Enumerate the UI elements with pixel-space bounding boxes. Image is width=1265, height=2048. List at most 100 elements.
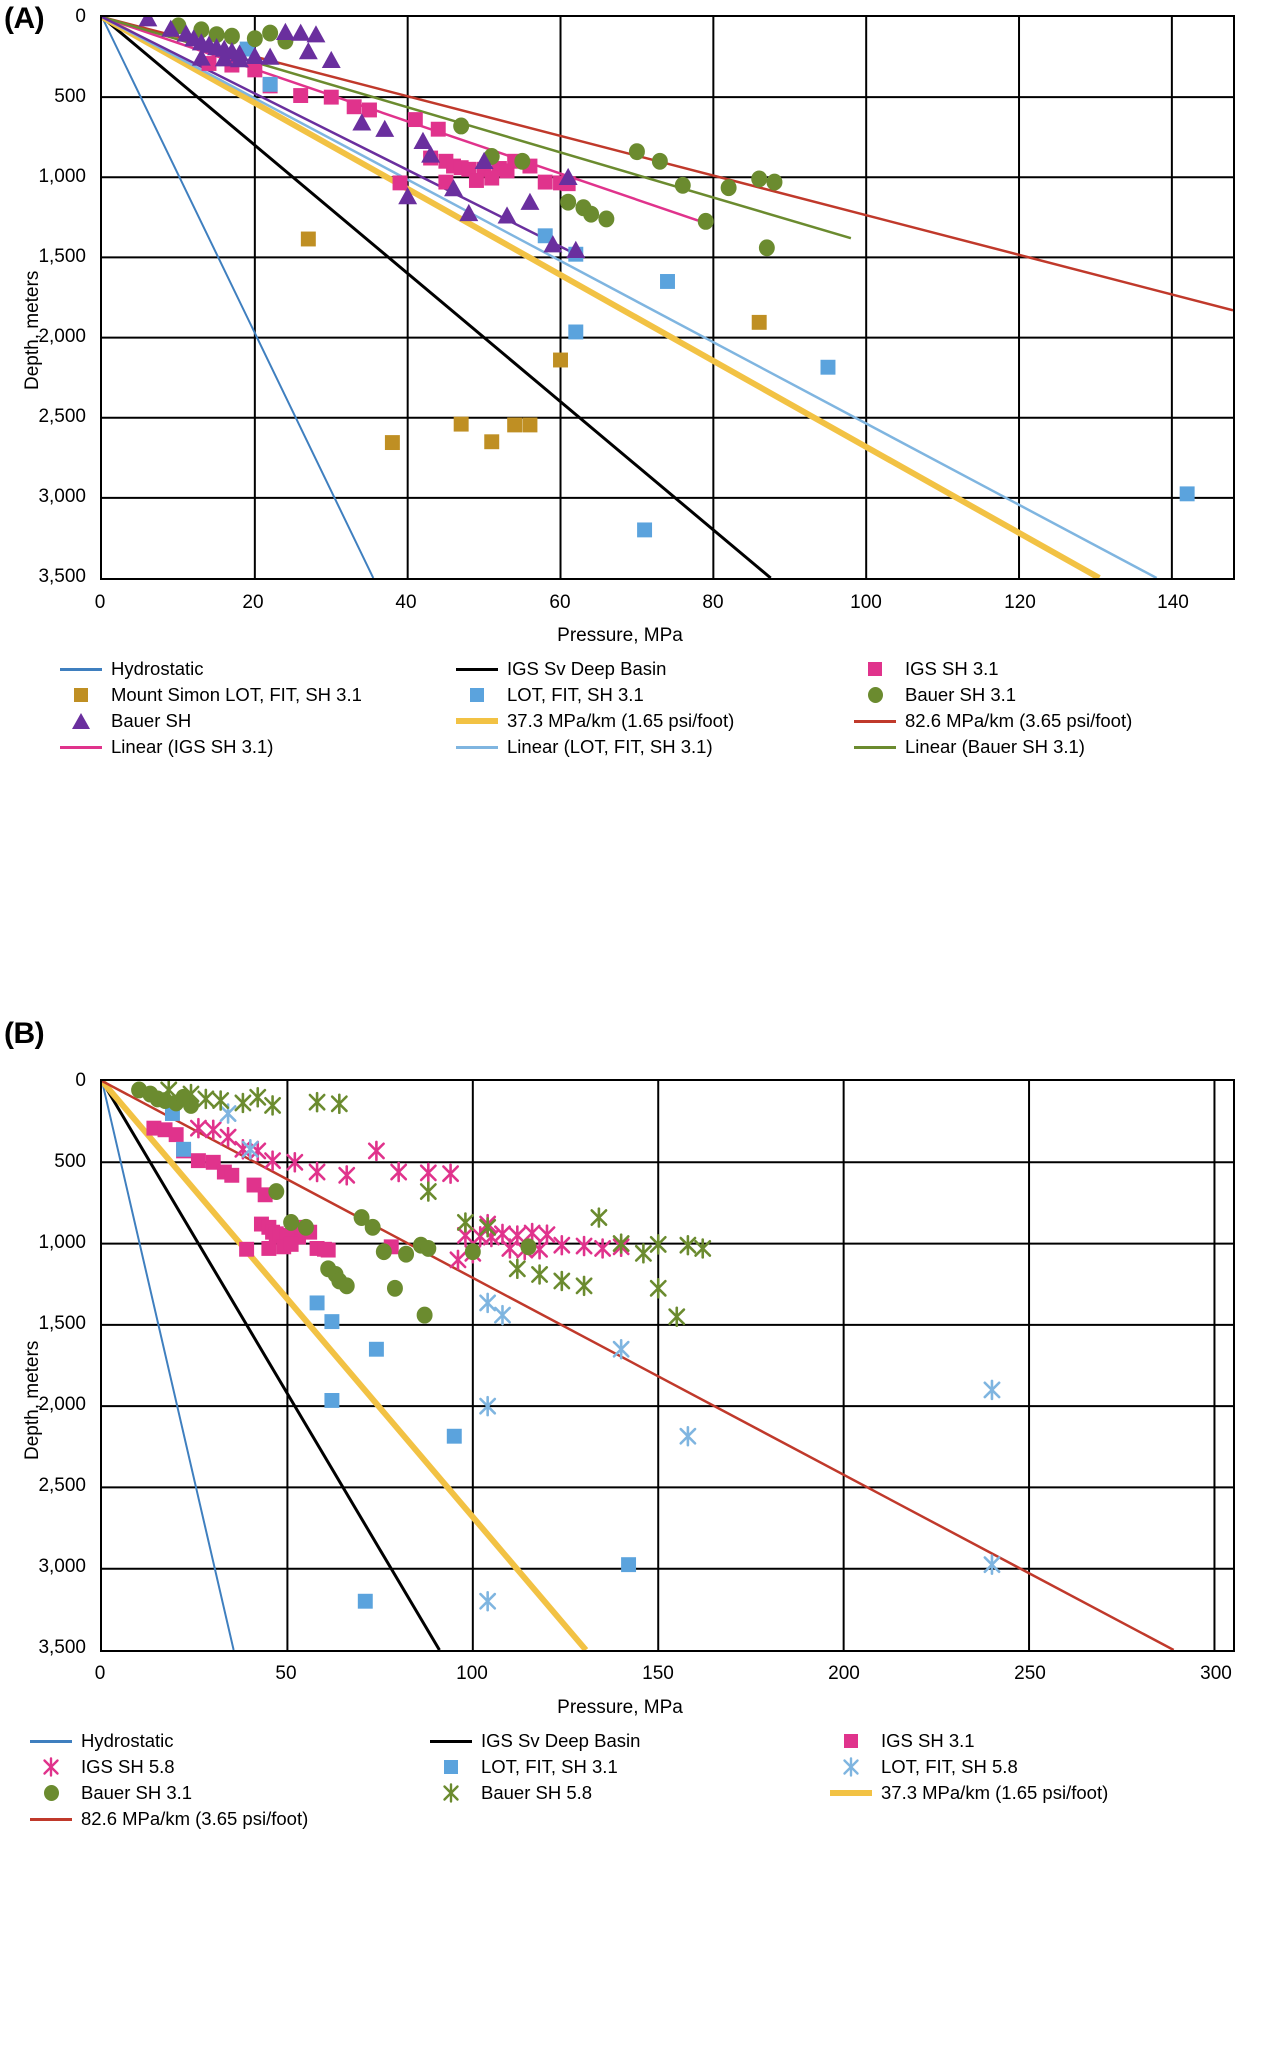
panel-b-xtick-100: 100 xyxy=(456,1663,488,1684)
panel-b-xtick-200: 200 xyxy=(828,1663,860,1684)
legend-item-linear-bauer-sh-3-1[interactable]: Linear (Bauer SH 3.1) xyxy=(852,734,1252,760)
legend-item-lot-fit-sh-5-8[interactable]: LOT, FIT, SH 5.8 xyxy=(828,1754,1248,1780)
panel-b: (B) 0 500 1,000 1,500 2,000 2,500 3,000 … xyxy=(0,1015,1265,2048)
panel-a-ytick-0: 0 xyxy=(75,6,86,27)
legend-item-label: LOT, FIT, SH 3.1 xyxy=(507,684,644,705)
panel-a-plot-area xyxy=(100,15,1235,580)
panel-a-ytick-2500: 2,500 xyxy=(38,406,86,427)
legend-item-bauer-sh[interactable]: Bauer SH xyxy=(58,708,454,734)
legend-item-label: Bauer SH 3.1 xyxy=(905,684,1017,705)
panel-b-ytick-3500: 3,500 xyxy=(38,1637,86,1658)
legend-item-igs-sv-deep-basin[interactable]: IGS Sv Deep Basin xyxy=(454,656,852,682)
legend-item-igs-sv-deep-basin[interactable]: IGS Sv Deep Basin xyxy=(428,1728,828,1754)
panel-b-xtick-250: 250 xyxy=(1014,1663,1046,1684)
legend-star-marker-icon xyxy=(843,1757,859,1777)
panel-a-y-axis-label: Depth, meters xyxy=(22,270,43,390)
legend-circle-marker-icon xyxy=(867,687,883,703)
panel-b-legend: Hydrostatic IGS Sv Deep Basin IGS SH 3.1 IG… xyxy=(28,1728,1258,1832)
legend-item-igs-sh-3-1[interactable]: IGS SH 3.1 xyxy=(852,656,1252,682)
panel-a-ytick-2000: 2,000 xyxy=(38,326,86,347)
legend-item-label: IGS SH 3.1 xyxy=(905,658,999,679)
legend-item-82-6-mpa-km-3-65-psi-foot[interactable]: 82.6 MPa/km (3.65 psi/foot) xyxy=(28,1806,428,1832)
legend-item-label: 37.3 MPa/km (1.65 psi/foot) xyxy=(881,1782,1109,1803)
panel-b-letter: (B) xyxy=(4,1017,45,1050)
legend-item-label: Hydrostatic xyxy=(111,658,204,679)
legend-item-lot-fit-sh-3-1[interactable]: LOT, FIT, SH 3.1 xyxy=(428,1754,828,1780)
legend-item-label: IGS Sv Deep Basin xyxy=(481,1730,641,1751)
legend-item-hydrostatic[interactable]: Hydrostatic xyxy=(28,1728,428,1754)
panel-a-xtick-40: 40 xyxy=(395,592,417,613)
legend-square-marker-icon xyxy=(74,688,88,702)
panel-b-ytick-1000: 1,000 xyxy=(38,1232,86,1253)
legend-item-label: Mount Simon LOT, FIT, SH 3.1 xyxy=(111,684,362,705)
panel-a-legend: Hydrostatic IGS Sv Deep Basin IGS SH 3.1 Mo… xyxy=(58,656,1258,760)
legend-item-label: Linear (LOT, FIT, SH 3.1) xyxy=(507,736,713,757)
panel-a-xtick-0: 0 xyxy=(94,592,106,613)
panel-a-xtick-140: 140 xyxy=(1157,592,1189,613)
panel-b-xtick-150: 150 xyxy=(642,1663,674,1684)
panel-b-ytick-1500: 1,500 xyxy=(38,1313,86,1334)
panel-b-plot-area xyxy=(100,1079,1235,1652)
legend-item-igs-sh-5-8[interactable]: IGS SH 5.8 xyxy=(28,1754,428,1780)
panel-a-ytick-3000: 3,000 xyxy=(38,486,86,507)
legend-line-swatch-icon xyxy=(60,667,102,671)
panel-a-ytick-1500: 1,500 xyxy=(38,246,86,267)
legend-item-label: Bauer SH 3.1 xyxy=(81,1782,193,1803)
legend-item-label: LOT, FIT, SH 3.1 xyxy=(481,1756,618,1777)
legend-row: Hydrostatic IGS Sv Deep Basin IGS SH 3.1 xyxy=(28,1728,1258,1754)
legend-item-37-3-mpa-km-1-65-psi-foot[interactable]: 37.3 MPa/km (1.65 psi/foot) xyxy=(454,708,852,734)
panel-a-xtick-120: 120 xyxy=(1004,592,1036,613)
legend-item-label: IGS SH 5.8 xyxy=(81,1756,175,1777)
panel-b-ytick-3000: 3,000 xyxy=(38,1556,86,1577)
legend-triangle-marker-icon xyxy=(72,713,90,729)
legend-row: Linear (IGS SH 3.1) Linear (LOT, FIT, SH … xyxy=(58,734,1258,760)
panel-b-y-axis-label: Depth, meters xyxy=(22,1340,43,1460)
panel-b-ytick-2000: 2,000 xyxy=(38,1394,86,1415)
legend-star-marker-icon xyxy=(43,1757,59,1777)
legend-item-82-6-mpa-km-3-65-psi-foot[interactable]: 82.6 MPa/km (3.65 psi/foot) xyxy=(852,708,1252,734)
panel-b-ytick-2500: 2,500 xyxy=(38,1475,86,1496)
panel-a: (A) 0 500 1,000 1,500 2,000 2,500 3,000 … xyxy=(0,0,1265,1000)
legend-item-label: LOT, FIT, SH 5.8 xyxy=(881,1756,1018,1777)
legend-row: Mount Simon LOT, FIT, SH 3.1 LOT, FIT, SH… xyxy=(58,682,1258,708)
legend-item-label: Linear (Bauer SH 3.1) xyxy=(905,736,1085,757)
panel-a-xtick-80: 80 xyxy=(702,592,724,613)
legend-line-swatch-icon xyxy=(456,718,498,724)
legend-item-label: Bauer SH xyxy=(111,710,192,731)
panel-b-xtick-0: 0 xyxy=(94,1663,106,1684)
legend-item-igs-sh-3-1[interactable]: IGS SH 3.1 xyxy=(828,1728,1248,1754)
legend-item-linear-lot-fit-sh-3-1[interactable]: Linear (LOT, FIT, SH 3.1) xyxy=(454,734,852,760)
legend-item-linear-igs-sh-3-1[interactable]: Linear (IGS SH 3.1) xyxy=(58,734,454,760)
legend-item-bauer-sh-3-1[interactable]: Bauer SH 3.1 xyxy=(852,682,1252,708)
legend-item-bauer-sh-3-1[interactable]: Bauer SH 3.1 xyxy=(28,1780,428,1806)
panel-a-xtick-20: 20 xyxy=(242,592,264,613)
legend-row: Bauer SH 37.3 MPa/km (1.65 psi/foot) 82.6 … xyxy=(58,708,1258,734)
legend-square-marker-icon xyxy=(444,1760,458,1774)
legend-line-swatch-icon xyxy=(60,745,102,749)
legend-line-swatch-icon xyxy=(854,745,896,749)
legend-item-lot-fit-sh-3-1[interactable]: LOT, FIT, SH 3.1 xyxy=(454,682,852,708)
legend-line-swatch-icon xyxy=(456,745,498,749)
legend-item-hydrostatic[interactable]: Hydrostatic xyxy=(58,656,454,682)
legend-square-marker-icon xyxy=(470,688,484,702)
legend-row: Hydrostatic IGS Sv Deep Basin IGS SH 3.1 xyxy=(58,656,1258,682)
panel-b-xtick-50: 50 xyxy=(275,1663,297,1684)
legend-item-label: 82.6 MPa/km (3.65 psi/foot) xyxy=(905,710,1133,731)
legend-square-marker-icon xyxy=(844,1734,858,1748)
legend-item-bauer-sh-5-8[interactable]: Bauer SH 5.8 xyxy=(428,1780,828,1806)
legend-item-label: Linear (IGS SH 3.1) xyxy=(111,736,274,757)
legend-item-mount-simon-lot-fit-sh-3-1[interactable]: Mount Simon LOT, FIT, SH 3.1 xyxy=(58,682,454,708)
panel-a-plot-svg xyxy=(102,17,1233,578)
panel-a-xtick-100: 100 xyxy=(850,592,882,613)
legend-circle-marker-icon xyxy=(43,1785,59,1801)
panel-b-xtick-300: 300 xyxy=(1200,1663,1232,1684)
legend-line-swatch-icon xyxy=(430,1739,472,1743)
panel-b-plot-svg xyxy=(102,1081,1233,1650)
legend-item-label: 37.3 MPa/km (1.65 psi/foot) xyxy=(507,710,735,731)
legend-line-swatch-icon xyxy=(30,1817,72,1821)
panel-a-letter: (A) xyxy=(4,2,45,35)
legend-item-37-3-mpa-km-1-65-psi-foot[interactable]: 37.3 MPa/km (1.65 psi/foot) xyxy=(828,1780,1248,1806)
legend-row: 82.6 MPa/km (3.65 psi/foot) xyxy=(28,1806,1258,1832)
legend-line-swatch-icon xyxy=(830,1790,872,1796)
